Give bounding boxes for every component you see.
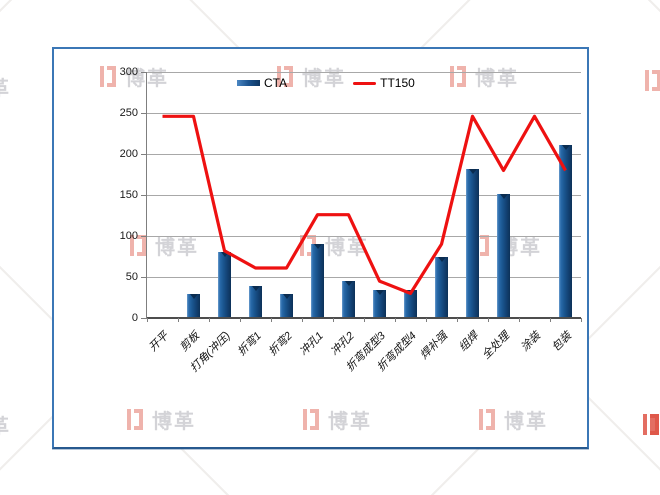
y-axis-tick <box>141 112 147 114</box>
gridline <box>147 112 581 114</box>
y-axis-label: 0 <box>131 312 138 324</box>
bar-组焊 <box>466 169 479 317</box>
y-axis-tick <box>141 235 147 237</box>
legend-bar-swatch-icon <box>237 80 260 86</box>
bar-剪板 <box>187 294 200 317</box>
y-axis-tick <box>141 194 147 196</box>
y-axis-tick <box>141 71 147 73</box>
bar-折弯成型3 <box>373 289 386 317</box>
x-axis-tick <box>271 318 272 322</box>
legend-label-cta: CTA <box>264 76 288 90</box>
bogee-watermark: 博革 <box>0 72 11 101</box>
y-axis-tick <box>141 153 147 155</box>
x-axis-tick <box>240 318 241 322</box>
line-series-layer <box>162 114 567 295</box>
bogee-logo-icon <box>645 70 660 91</box>
x-axis-tick <box>550 318 551 322</box>
bar-包装 <box>559 144 572 317</box>
y-axis-label: 300 <box>119 66 138 78</box>
bogee-logo-icon <box>643 414 660 435</box>
y-axis-label: 200 <box>119 148 138 160</box>
y-axis-label: 100 <box>119 230 138 242</box>
gridline <box>147 235 581 237</box>
y-axis-label: 150 <box>119 189 138 201</box>
x-axis-tick <box>333 318 334 322</box>
y-axis-tick <box>141 317 147 319</box>
bar-冲孔2 <box>342 280 355 317</box>
gridline <box>147 194 581 196</box>
tt150-line <box>162 114 567 295</box>
x-axis-tick <box>178 318 179 322</box>
y-axis-tick <box>141 276 147 278</box>
x-axis-tick <box>488 318 489 322</box>
gridline <box>147 71 581 73</box>
chart-legend: CTA TT150 <box>237 75 415 91</box>
x-axis-tick <box>302 318 303 322</box>
gridline <box>147 276 581 278</box>
bogee-watermark: 博革 <box>0 410 11 439</box>
legend-line-swatch-icon <box>353 81 377 85</box>
logo-g <box>650 414 659 435</box>
bar-冲孔1 <box>311 244 324 317</box>
watermark-text: 博革 <box>0 410 11 439</box>
bogee-watermark: 博革 <box>643 410 660 439</box>
logo-bar <box>643 414 647 435</box>
y-axis-label: 250 <box>119 107 138 119</box>
x-axis-tick <box>457 318 458 322</box>
plot-area: CTA TT150 <box>141 71 582 322</box>
bar-折弯2 <box>280 294 293 317</box>
y-axis-label: 50 <box>125 271 138 283</box>
x-axis-tick <box>581 318 582 322</box>
bar-焊补强 <box>435 257 448 317</box>
x-axis-tick <box>519 318 520 322</box>
x-axis-tick <box>147 318 148 322</box>
x-axis-tick <box>209 318 210 322</box>
gridline <box>147 153 581 155</box>
bar-打角(冲压) <box>218 252 231 317</box>
bogee-watermark: 博革 <box>645 66 660 95</box>
watermark-text: 博革 <box>0 72 11 101</box>
logo-bar <box>645 70 649 91</box>
bar-折弯1 <box>249 285 262 317</box>
legend-label-tt150: TT150 <box>380 76 415 90</box>
x-axis-tick <box>395 318 396 322</box>
x-axis-tick <box>426 318 427 322</box>
x-axis-tick <box>364 318 365 322</box>
bar-全处理 <box>497 194 510 317</box>
logo-g <box>652 70 660 91</box>
